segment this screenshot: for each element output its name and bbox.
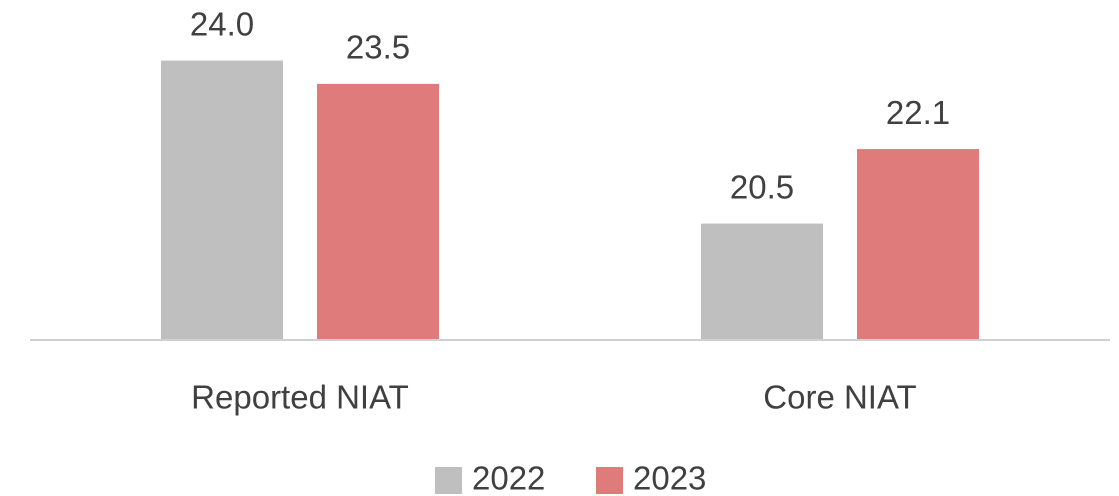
data-label: 20.5 [730, 168, 794, 205]
bar [161, 60, 283, 340]
bar [701, 223, 823, 340]
legend-swatch [435, 467, 462, 494]
legend-swatch [596, 467, 623, 494]
x-tick-label: Core NIAT [763, 379, 916, 416]
bar [857, 149, 979, 340]
legend-label: 2022 [472, 460, 545, 496]
x-tick-label: Reported NIAT [191, 379, 409, 416]
legend-label: 2023 [633, 460, 706, 496]
data-label: 22.1 [886, 94, 950, 131]
data-label: 24.0 [190, 5, 254, 42]
bar [317, 83, 439, 340]
data-label: 23.5 [346, 29, 410, 66]
